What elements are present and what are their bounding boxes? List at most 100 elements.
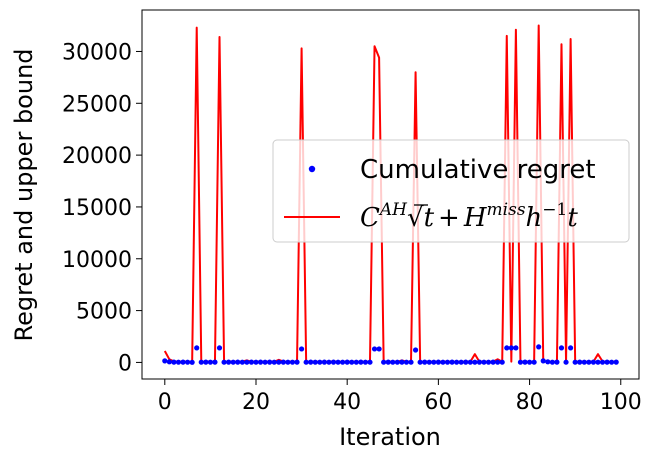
regret-point (175, 359, 182, 365)
regret-point (412, 347, 419, 353)
legend-sqrt-symbol: √ (407, 203, 424, 233)
y-axis-title: Regret and upper bound (10, 48, 38, 341)
regret-point (344, 359, 350, 365)
regret-point (508, 345, 514, 351)
regret-point (495, 359, 501, 365)
regret-point (289, 359, 296, 365)
regret-point (595, 359, 601, 365)
regret-point (431, 359, 437, 365)
regret-point (531, 359, 537, 365)
legend: Cumulative regret CAH√t + Hmissh−1t (272, 139, 630, 243)
regret-point (330, 359, 337, 365)
regret-point (440, 359, 446, 365)
regret-point (422, 359, 428, 365)
regret-point (613, 359, 619, 365)
regret-point (549, 359, 555, 365)
regret-point (517, 359, 524, 365)
x-tick-label: 20 (242, 390, 270, 415)
regret-point (590, 359, 597, 365)
regret-point (504, 345, 510, 351)
regret-point (271, 359, 277, 365)
legend-t: t (567, 203, 578, 233)
regret-point (463, 359, 469, 365)
regret-point (349, 359, 355, 365)
regret-point (513, 345, 519, 351)
legend-miss: miss (487, 200, 526, 220)
y-tick-label: 15000 (62, 196, 132, 221)
regret-point (353, 359, 359, 365)
legend-bound-label: CAH√t + Hmissh−1t (360, 200, 578, 233)
regret-point (239, 359, 245, 365)
regret-point (522, 359, 528, 365)
regret-point (230, 359, 236, 365)
regret-point (485, 359, 492, 365)
y-tick-label: 25000 (62, 92, 132, 117)
x-tick-label: 60 (424, 390, 452, 415)
regret-point (536, 344, 542, 350)
regret-point (235, 359, 241, 365)
regret-point (180, 359, 186, 365)
regret-point (526, 359, 533, 365)
regret-point (426, 359, 432, 365)
legend-c: C (360, 203, 380, 233)
regret-point (253, 359, 259, 365)
regret-point (212, 359, 218, 365)
regret-point (198, 359, 204, 365)
regret-point (572, 359, 578, 365)
regret-point (540, 358, 546, 364)
x-tick-label: 80 (516, 390, 544, 415)
regret-point (472, 359, 478, 365)
y-tick-label: 5000 (76, 300, 132, 325)
regret-point (563, 359, 569, 365)
legend-h: H (463, 203, 488, 233)
regret-point (244, 359, 250, 365)
regret-point (604, 359, 610, 365)
regret-point (362, 359, 369, 365)
regret-point (298, 346, 305, 352)
regret-point (189, 359, 195, 365)
regret-point (385, 359, 391, 365)
regret-point (568, 345, 574, 351)
regret-point (308, 359, 314, 365)
regret-point (285, 359, 291, 365)
regret-point (599, 359, 606, 365)
regret-point (294, 359, 300, 365)
regret-point (586, 359, 592, 365)
regret-point (458, 359, 464, 365)
regret-point (394, 359, 400, 365)
legend-box (272, 139, 630, 243)
regret-point (558, 345, 565, 351)
regret-point (340, 359, 346, 365)
legend-regret-marker (308, 165, 316, 173)
regret-point (262, 359, 268, 365)
regret-point (581, 359, 587, 365)
regret-point (376, 346, 382, 352)
regret-point (248, 359, 255, 365)
regret-point (449, 359, 455, 365)
y-tick-label: 0 (118, 351, 132, 376)
legend-exponent: −1 (542, 200, 567, 220)
regret-point (417, 359, 423, 365)
regret-point (371, 346, 378, 352)
x-tick-label: 40 (333, 390, 361, 415)
regret-point (312, 359, 318, 365)
regret-point (476, 359, 483, 365)
y-tick-label: 20000 (62, 144, 132, 169)
regret-point (257, 359, 264, 365)
regret-point (609, 359, 615, 365)
y-tick-label: 10000 (62, 248, 132, 273)
regret-point (166, 359, 172, 365)
x-axis-title: Iteration (339, 423, 441, 451)
regret-point (226, 359, 232, 365)
legend-plus: + (438, 203, 460, 233)
regret-point (276, 359, 282, 365)
regret-point (326, 359, 332, 365)
regret-point (454, 359, 460, 365)
x-axis: 0 20 40 60 80 100 (158, 379, 642, 415)
regret-point (335, 359, 341, 365)
regret-point (207, 359, 213, 365)
regret-point (390, 359, 396, 365)
legend-h-small: h (526, 203, 543, 233)
legend-sqrt-t: t (424, 203, 435, 233)
regret-point (267, 359, 273, 365)
